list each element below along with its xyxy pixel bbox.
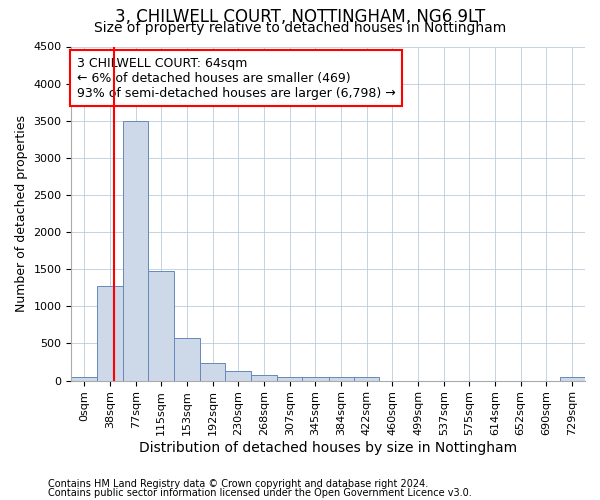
X-axis label: Distribution of detached houses by size in Nottingham: Distribution of detached houses by size … (139, 441, 517, 455)
Bar (200, 363, 226, 380)
Bar (251, 374, 277, 380)
Bar (148, 270, 174, 380)
Text: 3 CHILWELL COURT: 64sqm
← 6% of detached houses are smaller (469)
93% of semi-de: 3 CHILWELL COURT: 64sqm ← 6% of detached… (77, 56, 395, 100)
Bar (302, 377, 329, 380)
Bar (71, 377, 97, 380)
Y-axis label: Number of detached properties: Number of detached properties (15, 115, 28, 312)
Bar (329, 377, 354, 380)
Bar (277, 376, 302, 380)
Text: Contains public sector information licensed under the Open Government Licence v3: Contains public sector information licen… (48, 488, 472, 498)
Bar (354, 377, 379, 380)
Text: 3, CHILWELL COURT, NOTTINGHAM, NG6 9LT: 3, CHILWELL COURT, NOTTINGHAM, NG6 9LT (115, 8, 485, 26)
Text: Contains HM Land Registry data © Crown copyright and database right 2024.: Contains HM Land Registry data © Crown c… (48, 479, 428, 489)
Bar (97, 286, 123, 380)
Bar (226, 371, 251, 380)
Bar (123, 120, 148, 380)
Bar (560, 377, 585, 380)
Text: Size of property relative to detached houses in Nottingham: Size of property relative to detached ho… (94, 21, 506, 35)
Bar (174, 338, 200, 380)
